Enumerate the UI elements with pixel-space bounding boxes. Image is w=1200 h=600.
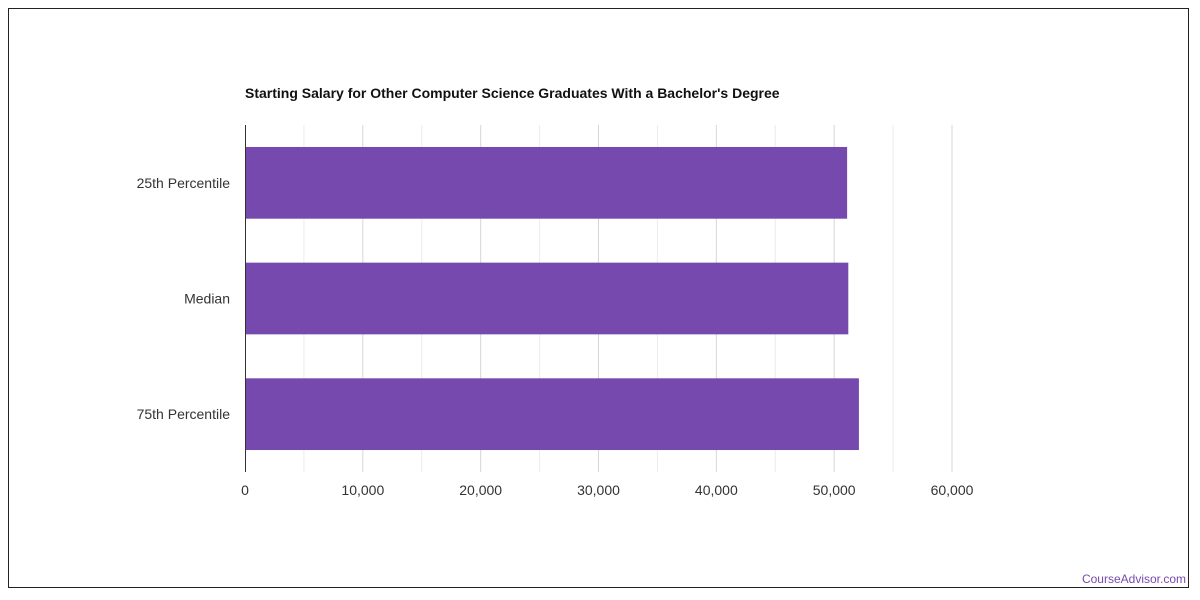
bar bbox=[245, 378, 859, 451]
credit-link[interactable]: CourseAdvisor.com bbox=[1081, 572, 1186, 586]
x-tick-label: 50,000 bbox=[813, 482, 856, 498]
x-tick-label: 0 bbox=[241, 482, 249, 498]
chart-title: Starting Salary for Other Computer Scien… bbox=[245, 85, 780, 101]
x-tick-label: 20,000 bbox=[459, 482, 502, 498]
bar bbox=[245, 146, 848, 219]
x-tick-label: 10,000 bbox=[341, 482, 384, 498]
category-label: 25th Percentile bbox=[137, 175, 231, 191]
category-label: 75th Percentile bbox=[137, 406, 231, 422]
x-tick-label: 60,000 bbox=[931, 482, 974, 498]
x-tick-label: 30,000 bbox=[577, 482, 620, 498]
category-label: Median bbox=[184, 291, 230, 307]
bar bbox=[245, 262, 849, 335]
x-tick-label: 40,000 bbox=[695, 482, 738, 498]
